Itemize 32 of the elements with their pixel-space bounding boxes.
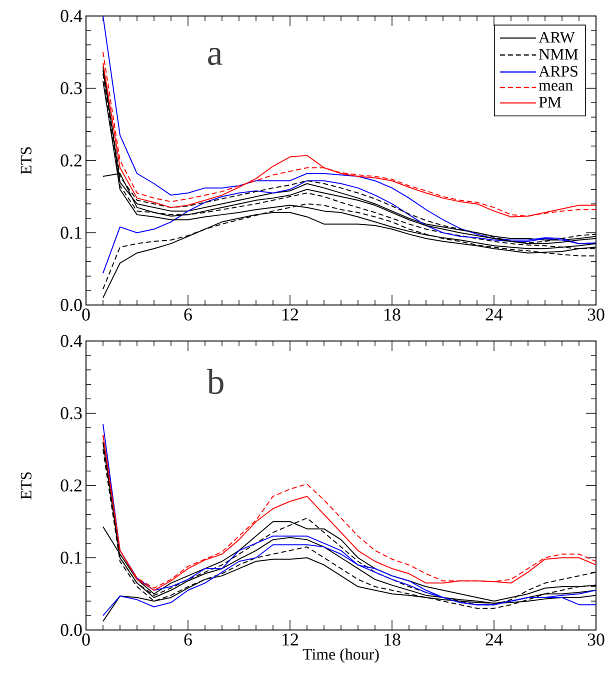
y-tick-label: 0.3 <box>60 82 82 94</box>
x-tick-label: 30 <box>588 308 604 321</box>
y-tick-label: 0.4 <box>60 334 82 348</box>
x-tick-label: 30 <box>588 634 604 646</box>
x-tick-label: 6 <box>184 308 192 321</box>
x-tick-label: 12 <box>282 308 298 320</box>
x-tick-label: 24 <box>486 634 503 646</box>
x-tick-label: 6 <box>184 634 192 646</box>
legend-label: ARW <box>538 32 575 43</box>
y-tick-label: 0.1 <box>60 552 82 564</box>
annotation: b <box>206 368 224 394</box>
y-axis-title: ETS <box>20 147 32 174</box>
legend-label: ARPS <box>538 66 578 77</box>
legend-label: mean <box>538 82 573 91</box>
x-tick-label: 24 <box>486 308 503 320</box>
annotation: a <box>208 48 222 66</box>
y-axis-title: ETS <box>20 472 32 500</box>
x-tick-label: 12 <box>282 634 298 646</box>
y-tick-label: 0.4 <box>60 10 82 22</box>
y-tick-label: 0.2 <box>60 154 82 167</box>
y-tick-label: 0.1 <box>60 226 82 239</box>
y-tick-label: 0.3 <box>60 407 82 420</box>
legend-label: PM <box>539 96 562 108</box>
x-tick-label: 18 <box>384 634 400 646</box>
x-axis-title: Time (hour) <box>302 648 379 663</box>
legend-label: NMM <box>539 49 578 60</box>
x-tick-label: 18 <box>384 308 400 321</box>
x-tick-label: 0 <box>82 634 90 646</box>
y-tick-label: 0.0 <box>60 624 82 636</box>
y-tick-label: 0.2 <box>60 479 82 492</box>
x-tick-label: 0 <box>82 308 90 321</box>
y-tick-label: 0.0 <box>60 298 82 312</box>
